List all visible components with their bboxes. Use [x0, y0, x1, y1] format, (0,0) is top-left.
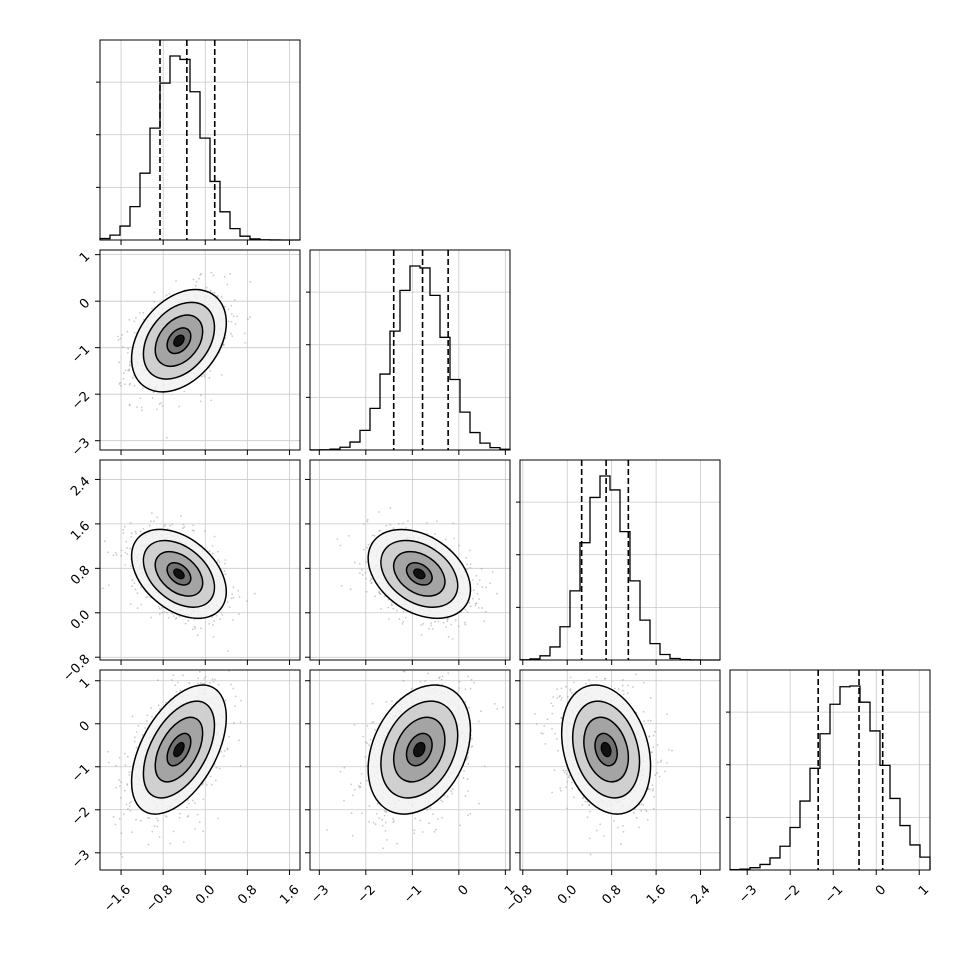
- x-tick-label: 0.8: [599, 882, 624, 907]
- panel-frame: [99, 459, 301, 661]
- x-tick-label: −3: [736, 882, 760, 906]
- y-tick-label: 0.8: [68, 563, 93, 588]
- histogram-panel-0: [96, 39, 301, 245]
- x-tick-label: −1.6: [101, 882, 134, 915]
- scatter-panel-3-1: [305, 669, 511, 875]
- y-tick-label: 0.0: [68, 607, 93, 632]
- scatter-panel-3-0: [95, 669, 301, 875]
- x-tick-label: −1: [401, 882, 425, 906]
- x-tick-label: −2: [355, 882, 379, 906]
- histogram-steps: [729, 685, 931, 871]
- panel-frame: [729, 669, 931, 871]
- panel-frame: [309, 249, 511, 451]
- x-tick-label: 1.6: [277, 882, 302, 907]
- panel-frame: [99, 249, 301, 451]
- contour-core: [413, 568, 426, 580]
- y-tick-label: 2.4: [68, 474, 93, 499]
- histogram-steps: [519, 475, 721, 661]
- panel-frame: [309, 669, 511, 871]
- histogram-panel-3: [726, 669, 931, 875]
- panel-frame: [519, 459, 721, 661]
- x-tick-label: −0.8: [143, 882, 176, 915]
- scatter-panel-3-2: [515, 669, 721, 875]
- x-tick-label: 0.0: [555, 882, 580, 907]
- x-tick-label: 0.0: [193, 882, 218, 907]
- y-tick-label: 1: [77, 675, 93, 691]
- histogram-panel-2: [516, 459, 721, 665]
- x-tick-label: 0: [873, 882, 889, 898]
- scatter-panel-2-1: [305, 459, 511, 665]
- x-tick-label: 0: [455, 882, 471, 898]
- contour-core: [413, 741, 426, 758]
- x-tick-label: −1: [822, 882, 846, 906]
- panel-frame: [309, 459, 511, 661]
- y-tick-label: −0.8: [60, 652, 93, 685]
- x-tick-label: −2: [779, 882, 803, 906]
- panel-frame: [519, 669, 721, 871]
- contour-core: [173, 568, 185, 580]
- y-tick-label: −1: [69, 342, 93, 366]
- contour-core: [600, 741, 612, 758]
- scatter-panel-1-0: [95, 249, 301, 455]
- contour-core: [173, 334, 185, 347]
- x-tick-label: 2.4: [688, 882, 713, 907]
- y-tick-label: 1: [77, 249, 93, 265]
- y-tick-label: −3: [69, 847, 93, 871]
- x-tick-label: 1: [916, 882, 932, 898]
- x-tick-label: 1.6: [644, 882, 669, 907]
- scatter-panel-2-0: [95, 459, 301, 665]
- histogram-steps: [99, 55, 301, 241]
- y-tick-label: 0: [77, 718, 93, 734]
- histogram-panel-1: [306, 249, 511, 455]
- x-tick-label: −3: [308, 882, 332, 906]
- y-tick-label: −2: [69, 389, 93, 413]
- y-tick-label: −2: [69, 804, 93, 828]
- contour-core: [173, 741, 185, 758]
- y-tick-label: −1: [69, 761, 93, 785]
- y-tick-label: −3: [69, 435, 93, 459]
- y-tick-label: 0: [77, 296, 93, 312]
- x-tick-label: 0.8: [235, 882, 260, 907]
- y-tick-label: 1.6: [68, 519, 93, 544]
- panel-frame: [99, 669, 301, 871]
- panel-frame: [99, 39, 301, 241]
- histogram-steps: [309, 265, 511, 451]
